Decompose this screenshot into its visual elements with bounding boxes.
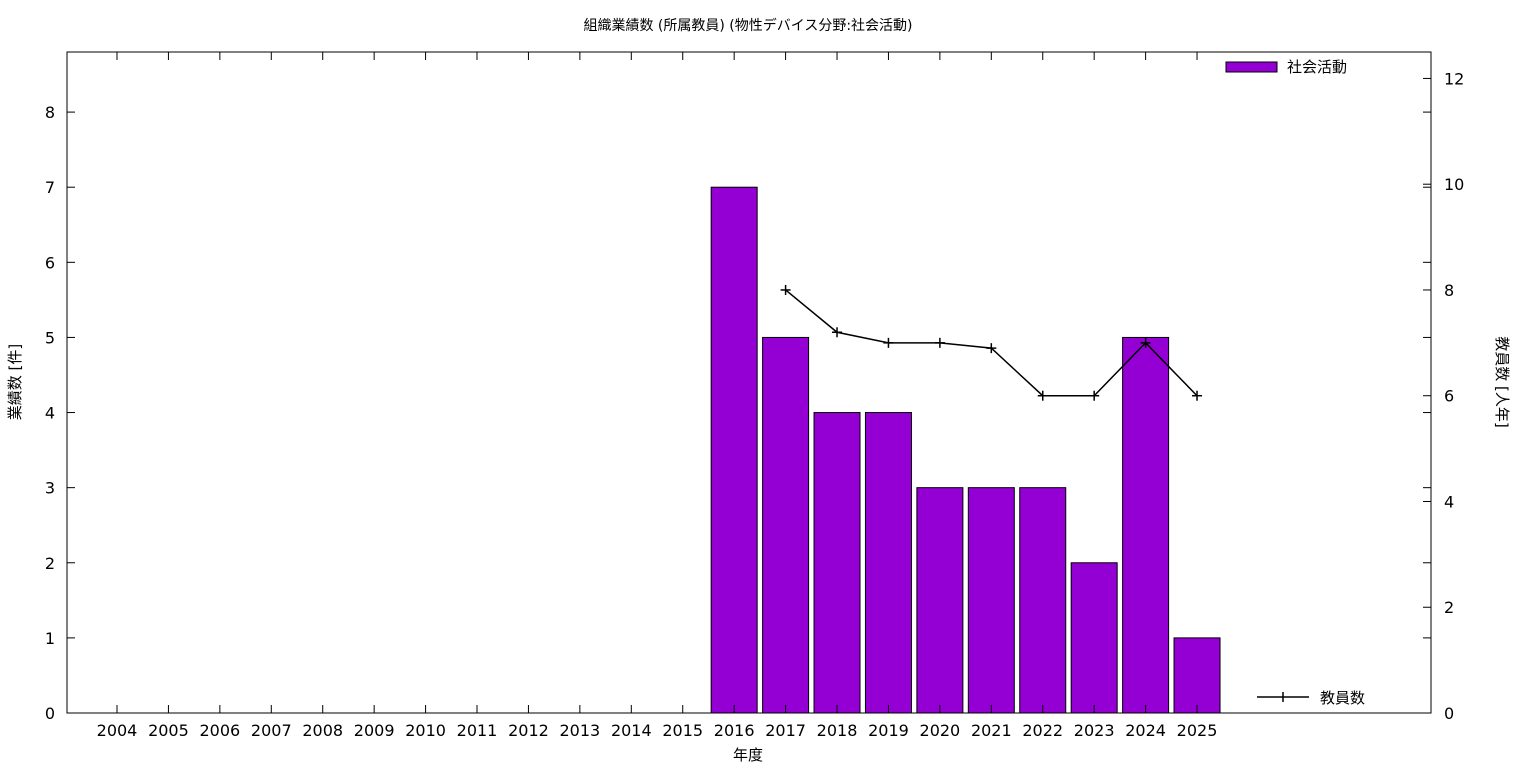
x-tick-label: 2005 (148, 721, 189, 740)
x-tick-label: 2020 (920, 721, 961, 740)
bar (813, 412, 861, 714)
y2-tick-label: 8 (1444, 281, 1454, 300)
y2-axis-label: 教員数 [人年] (1493, 336, 1511, 427)
x-tick-label: 2014 (611, 721, 652, 740)
x-tick-label: 2010 (405, 721, 446, 740)
x-tick-label: 2024 (1125, 721, 1166, 740)
x-tick-label: 2023 (1074, 721, 1115, 740)
x-tick-label: 2012 (508, 721, 549, 740)
legend-bar-label: 社会活動 (1287, 58, 1347, 76)
x-tick-label: 2013 (560, 721, 601, 740)
x-tick-label: 2016 (714, 721, 755, 740)
line-point (1140, 337, 1151, 348)
chart-title: 組織業績数 (所属教員) (物性デバイス分野:社会活動) (583, 17, 912, 34)
y2-tick-label: 0 (1444, 704, 1454, 723)
line-series (780, 284, 1203, 401)
x-tick-label: 2008 (302, 721, 343, 740)
bar (1122, 336, 1170, 714)
x-tick-label: 2009 (354, 721, 395, 740)
y-tick-label: 7 (45, 178, 55, 197)
line-point (883, 337, 894, 348)
x-tick-label: 2007 (251, 721, 292, 740)
line-point (832, 327, 843, 338)
line-point (1037, 390, 1048, 401)
x-axis-label: 年度 (733, 746, 763, 764)
bar (710, 186, 758, 714)
x-tick-label: 2015 (662, 721, 703, 740)
bar (967, 487, 1015, 714)
line-point (1089, 390, 1100, 401)
axis-ticks (67, 52, 1431, 714)
x-tick-label: 2025 (1177, 721, 1218, 740)
y2-tick-label: 6 (1444, 387, 1454, 406)
y2-tick-label: 4 (1444, 492, 1454, 511)
x-tick-label: 2022 (1022, 721, 1063, 740)
x-tick-label: 2021 (971, 721, 1012, 740)
y2-tick-label: 12 (1444, 69, 1464, 88)
bar (1019, 487, 1067, 714)
y2-tick-label: 10 (1444, 175, 1464, 194)
bar (1173, 637, 1221, 714)
legend-bar-swatch (1225, 61, 1278, 73)
line-point (1192, 390, 1203, 401)
x-tick-label: 2006 (200, 721, 241, 740)
bar (916, 487, 964, 714)
y-tick-label: 2 (45, 554, 55, 573)
x-tick-label: 2011 (457, 721, 498, 740)
legend-line-label: 教員数 (1320, 689, 1365, 707)
bar (864, 412, 912, 714)
y-tick-label: 6 (45, 253, 55, 272)
bar-series (710, 186, 1221, 714)
y-axis-label: 業績数 [件] (6, 344, 24, 420)
line-point (780, 284, 791, 295)
bar (1070, 562, 1118, 714)
bar (762, 336, 810, 714)
x-tick-label: 2019 (868, 721, 909, 740)
x-tick-label: 2018 (817, 721, 858, 740)
y-tick-label: 3 (45, 479, 55, 498)
y-tick-label: 0 (45, 704, 55, 723)
y-tick-label: 1 (45, 629, 55, 648)
y-tick-label: 8 (45, 103, 55, 122)
y-tick-label: 5 (45, 328, 55, 347)
y2-tick-label: 2 (1444, 598, 1454, 617)
y-tick-label: 4 (45, 404, 55, 423)
x-tick-label: 2017 (765, 721, 806, 740)
line-point (934, 337, 945, 348)
x-tick-label: 2004 (97, 721, 138, 740)
plot-frame (66, 51, 1432, 714)
line-point (986, 343, 997, 354)
